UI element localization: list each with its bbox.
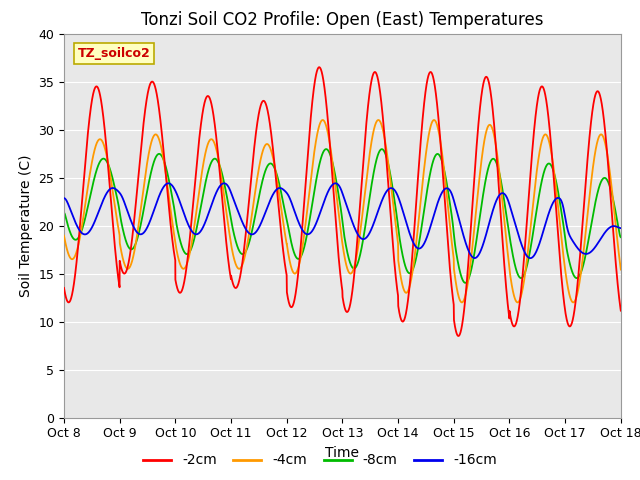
Y-axis label: Soil Temperature (C): Soil Temperature (C) <box>19 155 33 297</box>
Text: TZ_soilco2: TZ_soilco2 <box>78 47 150 60</box>
Legend: -2cm, -4cm, -8cm, -16cm: -2cm, -4cm, -8cm, -16cm <box>138 448 502 473</box>
Title: Tonzi Soil CO2 Profile: Open (East) Temperatures: Tonzi Soil CO2 Profile: Open (East) Temp… <box>141 11 543 29</box>
X-axis label: Time: Time <box>325 446 360 460</box>
